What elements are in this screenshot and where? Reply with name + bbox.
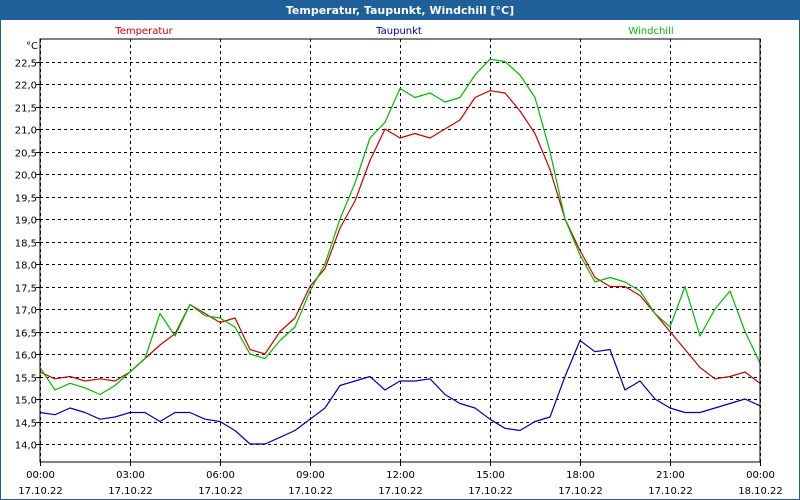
- x-tick-label-time: 00:00: [26, 470, 55, 481]
- y-tick-label: 19,0: [15, 216, 37, 227]
- y-tick-label: 21,5: [15, 104, 37, 115]
- x-tick-label-date: 17.10.22: [558, 486, 603, 497]
- y-tick-label: 14,0: [15, 441, 37, 452]
- y-tick-label: 17,0: [15, 306, 37, 317]
- y-tick-label: 20,0: [15, 171, 37, 182]
- legend-entry-windchill: Windchill: [628, 26, 673, 37]
- x-tick-label-time: 12:00: [386, 470, 415, 481]
- x-tick-label-date: 18.10.22: [738, 486, 783, 497]
- y-tick-label: 20,5: [15, 149, 37, 160]
- legend-entry-temperatur: Temperatur: [114, 26, 173, 37]
- y-tick-label: 16,0: [15, 351, 37, 362]
- y-tick-label: 22,0: [15, 81, 37, 92]
- x-tick-label-time: 18:00: [566, 470, 595, 481]
- y-tick-label: 18,0: [15, 261, 37, 272]
- plot-border: [39, 38, 761, 463]
- y-tick-label: 22,5: [15, 59, 37, 70]
- y-tick-label: 16,5: [15, 329, 37, 340]
- series-line-windchill: [39, 58, 761, 396]
- y-tick-label: 15,0: [15, 396, 37, 407]
- y-tick-label: 19,5: [15, 194, 37, 205]
- x-tick-label-date: 17.10.22: [198, 486, 243, 497]
- y-tick-label: 17,5: [15, 284, 37, 295]
- x-tick-label-date: 17.10.22: [468, 486, 513, 497]
- x-tick-label-time: 15:00: [476, 470, 505, 481]
- x-tick-label-date: 17.10.22: [288, 486, 333, 497]
- y-tick-label: 18,5: [15, 239, 37, 250]
- x-tick-label-time: 09:00: [296, 470, 325, 481]
- chart-title: Temperatur, Taupunkt, Windchill [°C]: [1, 1, 799, 20]
- y-tick-label: 14,5: [15, 419, 37, 430]
- x-tick-label-date: 17.10.22: [108, 486, 153, 497]
- y-tick-label: 21,0: [15, 126, 37, 137]
- x-tick-label-time: 06:00: [206, 470, 235, 481]
- y-tick-label: 15,5: [15, 374, 37, 385]
- series-line-taupunkt: [39, 339, 761, 445]
- series-line-temperatur: [39, 90, 761, 384]
- x-tick-label-date: 17.10.22: [378, 486, 423, 497]
- y-axis-label: °C: [26, 41, 38, 52]
- x-tick-label-time: 00:00: [746, 470, 775, 481]
- x-tick-label-date: 17.10.22: [648, 486, 693, 497]
- x-tick-label-time: 21:00: [656, 470, 685, 481]
- legend-entry-taupunkt: Taupunkt: [375, 26, 422, 37]
- x-tick-label-time: 03:00: [116, 470, 145, 481]
- x-tick-label-date: 17.10.22: [18, 486, 63, 497]
